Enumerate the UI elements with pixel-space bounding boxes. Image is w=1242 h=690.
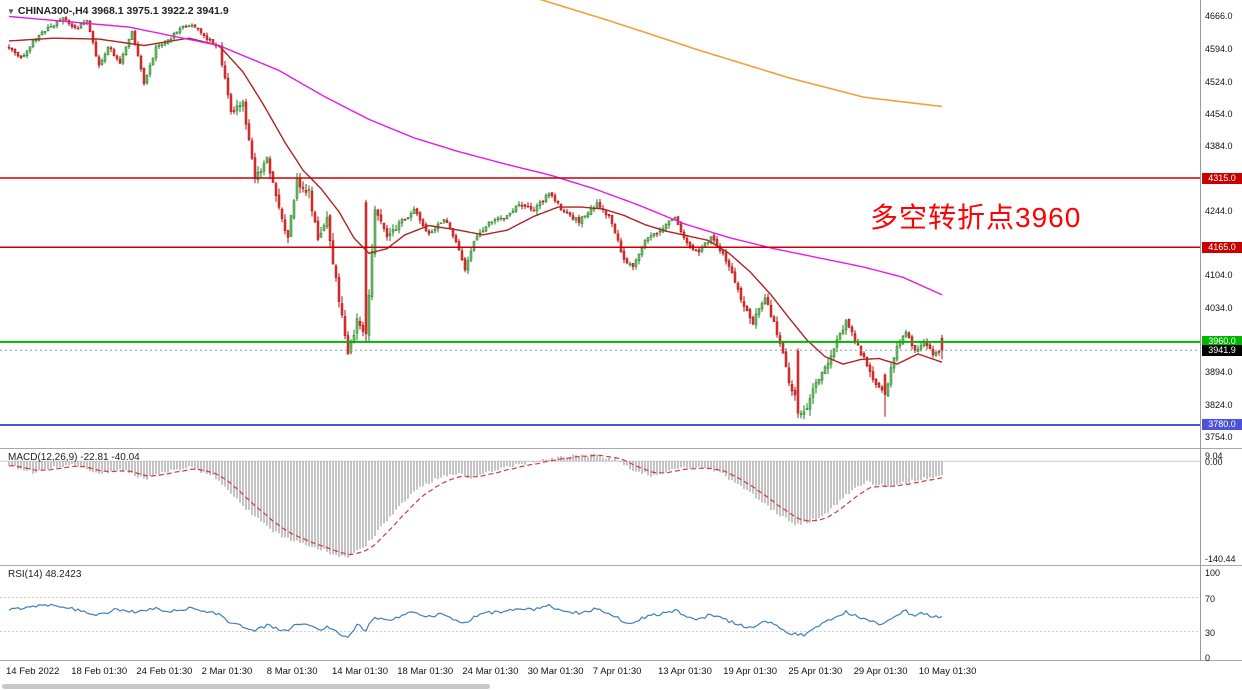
h-scrollbar-track[interactable] <box>0 683 1242 690</box>
ma-long-line <box>539 0 943 108</box>
price-axis-label: 4454.0 <box>1205 108 1233 119</box>
time-axis-label: 30 Mar 01:30 <box>527 666 584 677</box>
time-axis-label: 19 Apr 01:30 <box>723 666 778 677</box>
chart-symbol-ohlc: CHINA300-,H4 3968.1 3975.1 3922.2 3941.9 <box>17 5 229 17</box>
time-axis-label: 14 Mar 01:30 <box>332 666 388 677</box>
time-axis-label: 18 Feb 01:30 <box>71 666 128 677</box>
macd-histogram <box>8 453 943 558</box>
time-axis-label: 10 May 01:30 <box>918 666 977 677</box>
price-chart-canvas[interactable] <box>0 0 1200 448</box>
price-axis-label: 4594.0 <box>1205 44 1233 55</box>
ma-fast-line <box>8 37 943 365</box>
rsi-panel-canvas[interactable] <box>0 566 1200 660</box>
collapse-arrow-icon[interactable]: ▼ <box>7 7 15 16</box>
time-axis-label: 24 Mar 01:30 <box>462 666 519 677</box>
price-line-badge: 3780.0 <box>1202 419 1242 431</box>
price-line-badge: 4315.0 <box>1202 172 1242 184</box>
macd-axis-label: 0.00 <box>1205 457 1223 468</box>
time-axis-label: 29 Apr 01:30 <box>853 666 908 677</box>
price-axis-label: 3894.0 <box>1205 367 1233 378</box>
time-axis-label: 8 Mar 01:30 <box>266 666 318 677</box>
panel-separator <box>0 448 1242 449</box>
time-axis-label: 24 Feb 01:30 <box>136 666 193 677</box>
rsi-line <box>8 603 943 639</box>
current-price-badge: 3941.9 <box>1202 344 1242 356</box>
panel-separator <box>0 660 1242 661</box>
price-line-badge: 4165.0 <box>1202 241 1242 253</box>
time-axis-label: 2 Mar 01:30 <box>201 666 253 677</box>
price-axis[interactable]: 4666.0 4594.0 4524.0 4454.0 4384.0 4244.0 4104… <box>1200 0 1242 663</box>
h-scrollbar-thumb[interactable] <box>2 684 490 689</box>
chart-title: ▼ CHINA300-,H4 3968.1 3975.1 3922.2 3941.… <box>7 5 229 17</box>
price-axis-label: 4524.0 <box>1205 76 1233 87</box>
price-axis-label: 4104.0 <box>1205 270 1233 281</box>
macd-panel-canvas[interactable] <box>0 449 1200 565</box>
price-axis-label: 4244.0 <box>1205 205 1233 216</box>
price-axis-label: 3754.0 <box>1205 432 1233 442</box>
rsi-axis-label: 70 <box>1205 593 1216 604</box>
panel-separator <box>0 565 1242 566</box>
rsi-axis-label: 0 <box>1205 653 1211 663</box>
time-axis[interactable]: 14 Feb 2022 18 Feb 01:30 24 Feb 01:30 2 Mar… <box>0 661 1242 682</box>
ma-slow-line <box>8 15 943 296</box>
pivot-annotation: 多空转折点3960 <box>870 202 1082 233</box>
macd-axis-label: 9.04 <box>1205 451 1223 461</box>
time-axis-label: 14 Feb 2022 <box>6 666 60 677</box>
price-axis-label: 4384.0 <box>1205 141 1233 152</box>
macd-signal-line <box>9 454 943 556</box>
rsi-axis-label: 30 <box>1205 627 1216 638</box>
time-axis-label: 18 Mar 01:30 <box>397 666 454 677</box>
time-axis-label: 7 Apr 01:30 <box>592 666 642 677</box>
rsi-axis-label: 100 <box>1205 568 1221 578</box>
time-axis-label: 25 Apr 01:30 <box>788 666 843 677</box>
price-axis-label: 3824.0 <box>1205 399 1233 410</box>
macd-indicator-label: MACD(12,26,9) -22.81 -40.04 <box>8 452 140 463</box>
macd-axis-label: -140.44 <box>1205 554 1236 564</box>
rsi-indicator-label: RSI(14) 48.2423 <box>8 569 82 580</box>
price-axis-label: 4034.0 <box>1205 302 1233 313</box>
price-line-badge: 3960.0 <box>1202 336 1242 348</box>
price-axis-label: 4666.0 <box>1205 11 1233 21</box>
time-axis-label: 13 Apr 01:30 <box>658 666 712 677</box>
candles-layer <box>7 16 944 420</box>
